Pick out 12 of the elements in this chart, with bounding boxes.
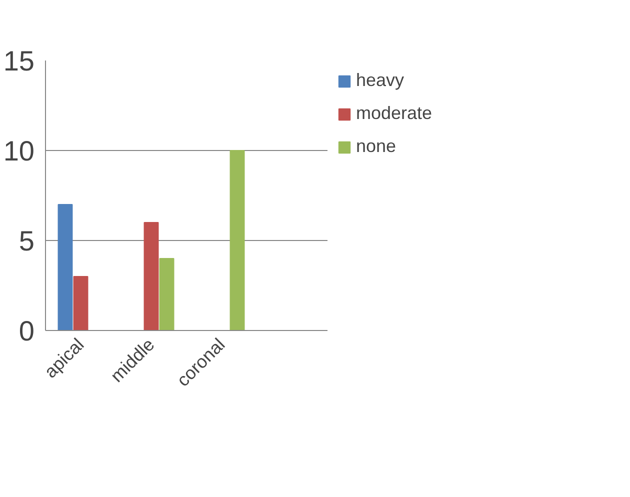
legend-label: heavy xyxy=(356,70,404,91)
legend-label: none xyxy=(356,136,396,157)
y-tick-label: 0 xyxy=(18,316,35,346)
bar xyxy=(144,222,159,330)
bar xyxy=(58,204,73,330)
bar xyxy=(73,276,88,330)
y-tick-label: 15 xyxy=(3,46,35,76)
legend-label: moderate xyxy=(356,103,432,124)
bar xyxy=(159,258,174,330)
bar xyxy=(230,150,245,330)
y-tick-label: 10 xyxy=(3,136,35,166)
y-tick-label: 5 xyxy=(18,226,35,256)
